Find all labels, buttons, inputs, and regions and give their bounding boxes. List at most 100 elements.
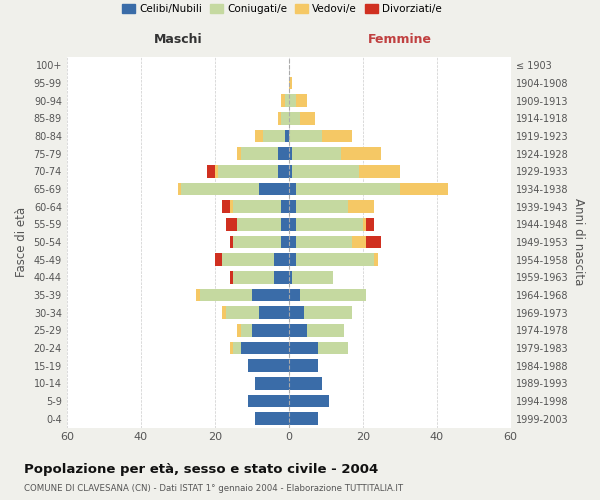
- Text: Popolazione per età, sesso e stato civile - 2004: Popolazione per età, sesso e stato civil…: [24, 462, 378, 475]
- Bar: [400, 182, 448, 196]
- Bar: [285, 94, 289, 107]
- Bar: [289, 76, 292, 90]
- Bar: [241, 342, 289, 354]
- Bar: [233, 200, 281, 213]
- Bar: [222, 306, 226, 319]
- Bar: [215, 165, 218, 177]
- Bar: [304, 306, 352, 319]
- Bar: [296, 182, 400, 196]
- Bar: [289, 324, 307, 337]
- Bar: [237, 148, 241, 160]
- Bar: [289, 377, 322, 390]
- Bar: [281, 218, 289, 231]
- Bar: [215, 254, 222, 266]
- Bar: [292, 148, 341, 160]
- Bar: [230, 200, 233, 213]
- Bar: [278, 112, 281, 124]
- Y-axis label: Fasce di età: Fasce di età: [15, 207, 28, 277]
- Bar: [274, 271, 289, 284]
- Bar: [285, 130, 289, 142]
- Bar: [292, 165, 359, 177]
- Bar: [248, 360, 289, 372]
- Bar: [252, 288, 289, 302]
- Bar: [222, 254, 274, 266]
- Bar: [296, 200, 348, 213]
- Bar: [281, 94, 285, 107]
- Bar: [348, 200, 374, 213]
- Bar: [178, 182, 181, 196]
- Bar: [230, 236, 233, 248]
- Bar: [256, 412, 289, 425]
- Bar: [218, 165, 278, 177]
- Bar: [367, 236, 381, 248]
- Bar: [208, 165, 215, 177]
- Bar: [289, 148, 292, 160]
- Bar: [226, 218, 237, 231]
- Bar: [292, 271, 333, 284]
- Bar: [252, 324, 289, 337]
- Bar: [289, 182, 296, 196]
- Bar: [226, 306, 259, 319]
- Bar: [230, 342, 233, 354]
- Bar: [296, 254, 374, 266]
- Bar: [322, 130, 352, 142]
- Bar: [300, 288, 367, 302]
- Bar: [289, 165, 292, 177]
- Bar: [241, 324, 252, 337]
- Bar: [363, 218, 367, 231]
- Bar: [281, 236, 289, 248]
- Bar: [278, 148, 289, 160]
- Bar: [296, 94, 307, 107]
- Bar: [263, 130, 285, 142]
- Bar: [196, 288, 200, 302]
- Bar: [319, 342, 348, 354]
- Bar: [296, 236, 352, 248]
- Bar: [289, 342, 319, 354]
- Bar: [289, 254, 296, 266]
- Bar: [374, 254, 377, 266]
- Bar: [233, 271, 274, 284]
- Bar: [237, 218, 281, 231]
- Bar: [289, 112, 300, 124]
- Bar: [281, 200, 289, 213]
- Bar: [307, 324, 344, 337]
- Bar: [200, 288, 252, 302]
- Bar: [289, 288, 300, 302]
- Bar: [289, 412, 319, 425]
- Bar: [281, 112, 289, 124]
- Bar: [359, 165, 400, 177]
- Bar: [230, 271, 233, 284]
- Bar: [300, 112, 314, 124]
- Bar: [289, 271, 292, 284]
- Bar: [278, 165, 289, 177]
- Bar: [289, 395, 329, 407]
- Bar: [256, 130, 263, 142]
- Bar: [237, 324, 241, 337]
- Bar: [241, 148, 278, 160]
- Bar: [289, 236, 296, 248]
- Bar: [296, 218, 363, 231]
- Y-axis label: Anni di nascita: Anni di nascita: [572, 198, 585, 286]
- Legend: Celibi/Nubili, Coniugati/e, Vedovi/e, Divorziati/e: Celibi/Nubili, Coniugati/e, Vedovi/e, Di…: [118, 0, 446, 18]
- Bar: [259, 306, 289, 319]
- Bar: [222, 200, 230, 213]
- Bar: [233, 342, 241, 354]
- Bar: [248, 395, 289, 407]
- Bar: [259, 182, 289, 196]
- Bar: [341, 148, 381, 160]
- Bar: [233, 236, 281, 248]
- Bar: [289, 94, 296, 107]
- Bar: [256, 377, 289, 390]
- Bar: [289, 306, 304, 319]
- Bar: [289, 218, 296, 231]
- Bar: [289, 360, 319, 372]
- Bar: [289, 200, 296, 213]
- Text: Femmine: Femmine: [368, 33, 432, 46]
- Bar: [181, 182, 259, 196]
- Bar: [352, 236, 367, 248]
- Bar: [367, 218, 374, 231]
- Bar: [274, 254, 289, 266]
- Bar: [289, 130, 322, 142]
- Text: COMUNE DI CLAVESANA (CN) - Dati ISTAT 1° gennaio 2004 - Elaborazione TUTTITALIA.: COMUNE DI CLAVESANA (CN) - Dati ISTAT 1°…: [24, 484, 403, 493]
- Text: Maschi: Maschi: [154, 33, 202, 46]
